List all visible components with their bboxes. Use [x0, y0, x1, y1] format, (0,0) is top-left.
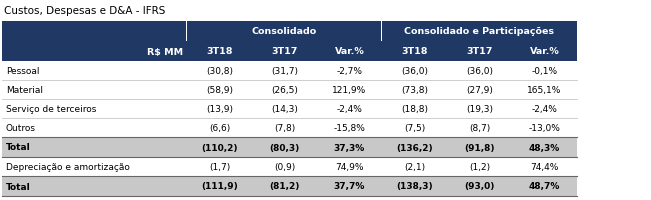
Text: -13,0%: -13,0%: [529, 123, 561, 132]
Bar: [381, 22, 382, 42]
Bar: [2, 137, 577, 157]
Text: -15,8%: -15,8%: [333, 123, 365, 132]
Text: (80,3): (80,3): [270, 143, 299, 152]
Bar: [2, 157, 577, 176]
Text: 74,9%: 74,9%: [335, 162, 364, 171]
Text: R$ MM: R$ MM: [147, 47, 183, 56]
Text: (19,3): (19,3): [466, 104, 493, 113]
Text: -2,7%: -2,7%: [337, 67, 363, 76]
Text: (81,2): (81,2): [270, 182, 299, 191]
Text: (58,9): (58,9): [206, 86, 233, 95]
Text: Total: Total: [6, 143, 31, 152]
Text: (2,1): (2,1): [404, 162, 425, 171]
Text: (36,0): (36,0): [466, 67, 493, 76]
Text: (0,9): (0,9): [274, 162, 295, 171]
Text: Serviço de terceiros: Serviço de terceiros: [6, 104, 96, 113]
Text: (13,9): (13,9): [206, 104, 233, 113]
Text: 3T18: 3T18: [206, 47, 233, 56]
Bar: [2, 22, 577, 42]
Bar: [2, 81, 577, 100]
Text: 165,1%: 165,1%: [527, 86, 562, 95]
Text: -2,4%: -2,4%: [337, 104, 363, 113]
Bar: [2, 42, 577, 62]
Text: 48,7%: 48,7%: [529, 182, 561, 191]
Text: (14,3): (14,3): [271, 104, 298, 113]
Text: 37,7%: 37,7%: [334, 182, 365, 191]
Text: (18,8): (18,8): [401, 104, 428, 113]
Text: 121,9%: 121,9%: [333, 86, 367, 95]
Text: 74,4%: 74,4%: [531, 162, 559, 171]
Text: (6,6): (6,6): [209, 123, 230, 132]
Text: Total: Total: [6, 182, 31, 191]
Text: 3T18: 3T18: [401, 47, 428, 56]
Bar: [2, 62, 577, 81]
Text: (7,8): (7,8): [274, 123, 295, 132]
Text: (111,9): (111,9): [201, 182, 238, 191]
Text: (91,8): (91,8): [464, 143, 495, 152]
Text: (36,0): (36,0): [401, 67, 428, 76]
Text: Consolidado e Participações: Consolidado e Participações: [404, 27, 555, 36]
Bar: [2, 176, 577, 196]
Text: (1,7): (1,7): [209, 162, 230, 171]
Text: (27,9): (27,9): [466, 86, 493, 95]
Text: Depreciação e amortização: Depreciação e amortização: [6, 162, 130, 171]
Text: (136,2): (136,2): [396, 143, 433, 152]
Text: (8,7): (8,7): [469, 123, 490, 132]
Bar: [186, 22, 187, 42]
Text: (26,5): (26,5): [271, 86, 298, 95]
Text: Pessoal: Pessoal: [6, 67, 40, 76]
Text: (73,8): (73,8): [401, 86, 428, 95]
Text: 3T17: 3T17: [271, 47, 298, 56]
Text: 48,3%: 48,3%: [529, 143, 560, 152]
Text: (110,2): (110,2): [201, 143, 238, 152]
Text: Var.%: Var.%: [335, 47, 365, 56]
Bar: [2, 118, 577, 137]
Text: Material: Material: [6, 86, 43, 95]
Text: (1,2): (1,2): [469, 162, 490, 171]
Text: Custos, Despesas e D&A - IFRS: Custos, Despesas e D&A - IFRS: [4, 6, 165, 16]
Text: (7,5): (7,5): [404, 123, 425, 132]
Bar: [2, 100, 577, 118]
Text: (138,3): (138,3): [396, 182, 433, 191]
Text: Consolidado: Consolidado: [252, 27, 317, 36]
Text: -0,1%: -0,1%: [531, 67, 557, 76]
Text: (31,7): (31,7): [271, 67, 298, 76]
Text: (93,0): (93,0): [464, 182, 495, 191]
Text: -2,4%: -2,4%: [532, 104, 557, 113]
Text: Outros: Outros: [6, 123, 36, 132]
Text: Var.%: Var.%: [530, 47, 559, 56]
Text: (30,8): (30,8): [206, 67, 233, 76]
Text: 3T17: 3T17: [466, 47, 493, 56]
Text: 37,3%: 37,3%: [334, 143, 365, 152]
